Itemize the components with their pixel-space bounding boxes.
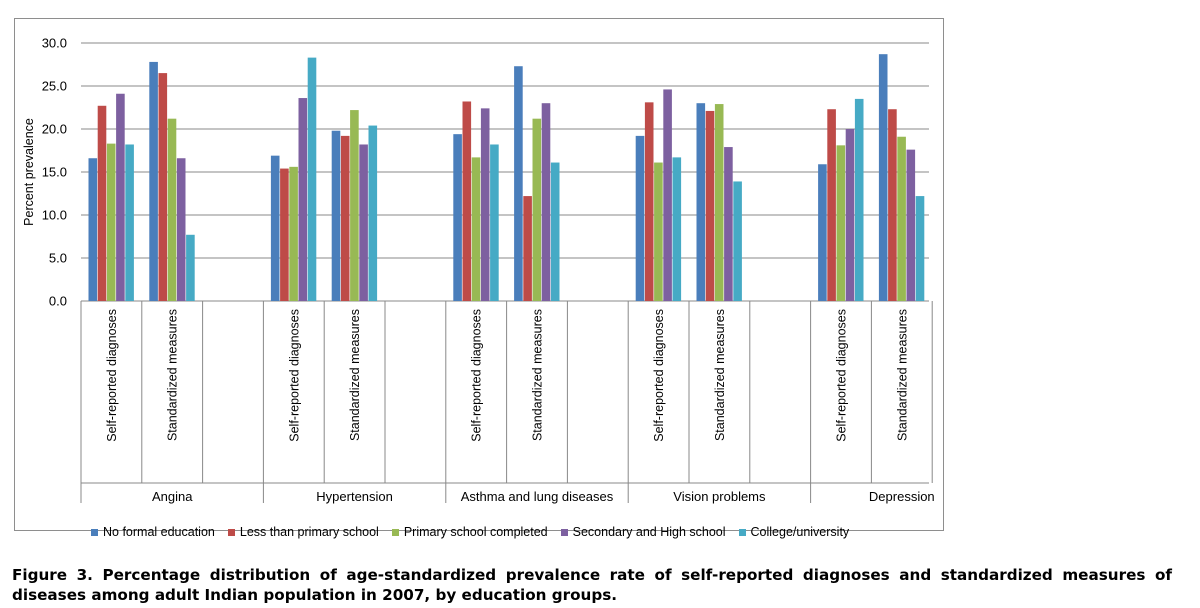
bar: [350, 110, 359, 301]
legend-item: No formal education: [91, 525, 215, 539]
bar: [280, 168, 289, 301]
bar: [462, 101, 472, 301]
bar-chart: 0.0 5.0 10.0 15.0 20.0 25.0 30.0 Percent preval…: [22, 36, 935, 505]
subcategory-label: Standardized measures: [895, 309, 909, 441]
bar: [149, 61, 158, 301]
bar: [827, 109, 836, 301]
bar: [733, 181, 742, 301]
bar: [532, 118, 542, 302]
legend-swatch: [91, 528, 98, 536]
bar: [453, 134, 462, 301]
y-tick-label: 0.0: [49, 294, 67, 309]
bar: [176, 158, 186, 301]
group-label: Asthma and lung diseases: [461, 489, 614, 504]
bar: [714, 104, 724, 301]
legend-item: Less than primary school: [227, 525, 379, 539]
bar: [106, 143, 116, 301]
bar: [845, 129, 855, 301]
bar: [888, 109, 897, 301]
bar: [906, 149, 916, 301]
legend-swatch: [391, 528, 399, 536]
bar: [696, 103, 706, 301]
bar: [125, 144, 134, 301]
subcategory-label: Self-reported diagnoses: [652, 309, 666, 442]
group-label: Angina: [152, 489, 193, 504]
bar: [836, 145, 846, 301]
legend-label: Less than primary school: [239, 525, 379, 539]
bar: [88, 158, 98, 301]
legend-swatch: [560, 528, 568, 536]
y-axis-title: Percent prevalence: [22, 118, 36, 226]
legend-item: Secondary and High school: [560, 525, 726, 539]
legend-label: College/university: [750, 525, 850, 539]
y-tick-label: 5.0: [49, 251, 67, 266]
bar: [359, 144, 368, 301]
bar: [663, 89, 672, 301]
figure-caption: Figure 3. Percentage distribution of age…: [12, 566, 1172, 604]
bar: [289, 166, 298, 301]
bar: [158, 73, 168, 301]
bar: [672, 157, 682, 301]
bar: [116, 93, 125, 302]
legend-item: Primary school completed: [391, 525, 548, 539]
bar: [878, 54, 888, 302]
subcategory-label: Standardized measures: [531, 309, 545, 441]
legend-label: No formal education: [103, 525, 215, 539]
subcategory-label: Self-reported diagnoses: [835, 309, 849, 442]
subcategory-label: Self-reported diagnoses: [287, 309, 301, 442]
bar: [541, 103, 551, 301]
bar: [854, 98, 864, 302]
y-tick-label: 20.0: [42, 122, 67, 137]
legend-swatch: [738, 528, 746, 536]
legend-label: Primary school completed: [403, 525, 548, 539]
bar: [654, 162, 663, 301]
bar: [818, 164, 827, 301]
bar: [705, 110, 715, 301]
bar: [167, 118, 177, 302]
chart-frame: 0.0 5.0 10.0 15.0 20.0 25.0 30.0 Percent preval…: [14, 18, 944, 539]
chart-legend: No formal education Less than primary sch…: [91, 524, 862, 540]
legend-item: College/university: [738, 525, 850, 539]
bar: [368, 125, 378, 301]
bar: [331, 130, 341, 301]
bar: [897, 136, 906, 301]
group-label: Vision problems: [673, 489, 766, 504]
subcategory-label: Self-reported diagnoses: [470, 309, 484, 442]
group-label: Depression: [869, 489, 935, 504]
bar: [471, 157, 481, 301]
subcategory-label: Standardized measures: [166, 309, 180, 441]
bar: [523, 196, 532, 301]
y-tick-label: 15.0: [42, 165, 67, 180]
bar: [514, 66, 523, 301]
bar: [915, 196, 925, 301]
bar: [635, 135, 645, 301]
bar: [490, 144, 499, 301]
bar: [186, 234, 195, 301]
bar: [480, 108, 490, 301]
bar: [724, 147, 733, 301]
bar: [340, 135, 350, 301]
legend-label: Secondary and High school: [572, 525, 726, 539]
bar: [307, 57, 317, 302]
subcategory-label: Self-reported diagnoses: [105, 309, 119, 442]
subcategory-label: Standardized measures: [348, 309, 362, 441]
bar: [550, 162, 560, 301]
y-tick-label: 30.0: [42, 36, 67, 51]
bar: [644, 102, 654, 301]
bar: [270, 155, 280, 301]
bar: [97, 105, 107, 301]
legend-swatch: [227, 528, 235, 536]
y-tick-label: 25.0: [42, 79, 67, 94]
y-tick-label: 10.0: [42, 208, 67, 223]
subcategory-label: Standardized measures: [713, 309, 727, 441]
bar: [298, 98, 308, 301]
group-label: Hypertension: [316, 489, 393, 504]
